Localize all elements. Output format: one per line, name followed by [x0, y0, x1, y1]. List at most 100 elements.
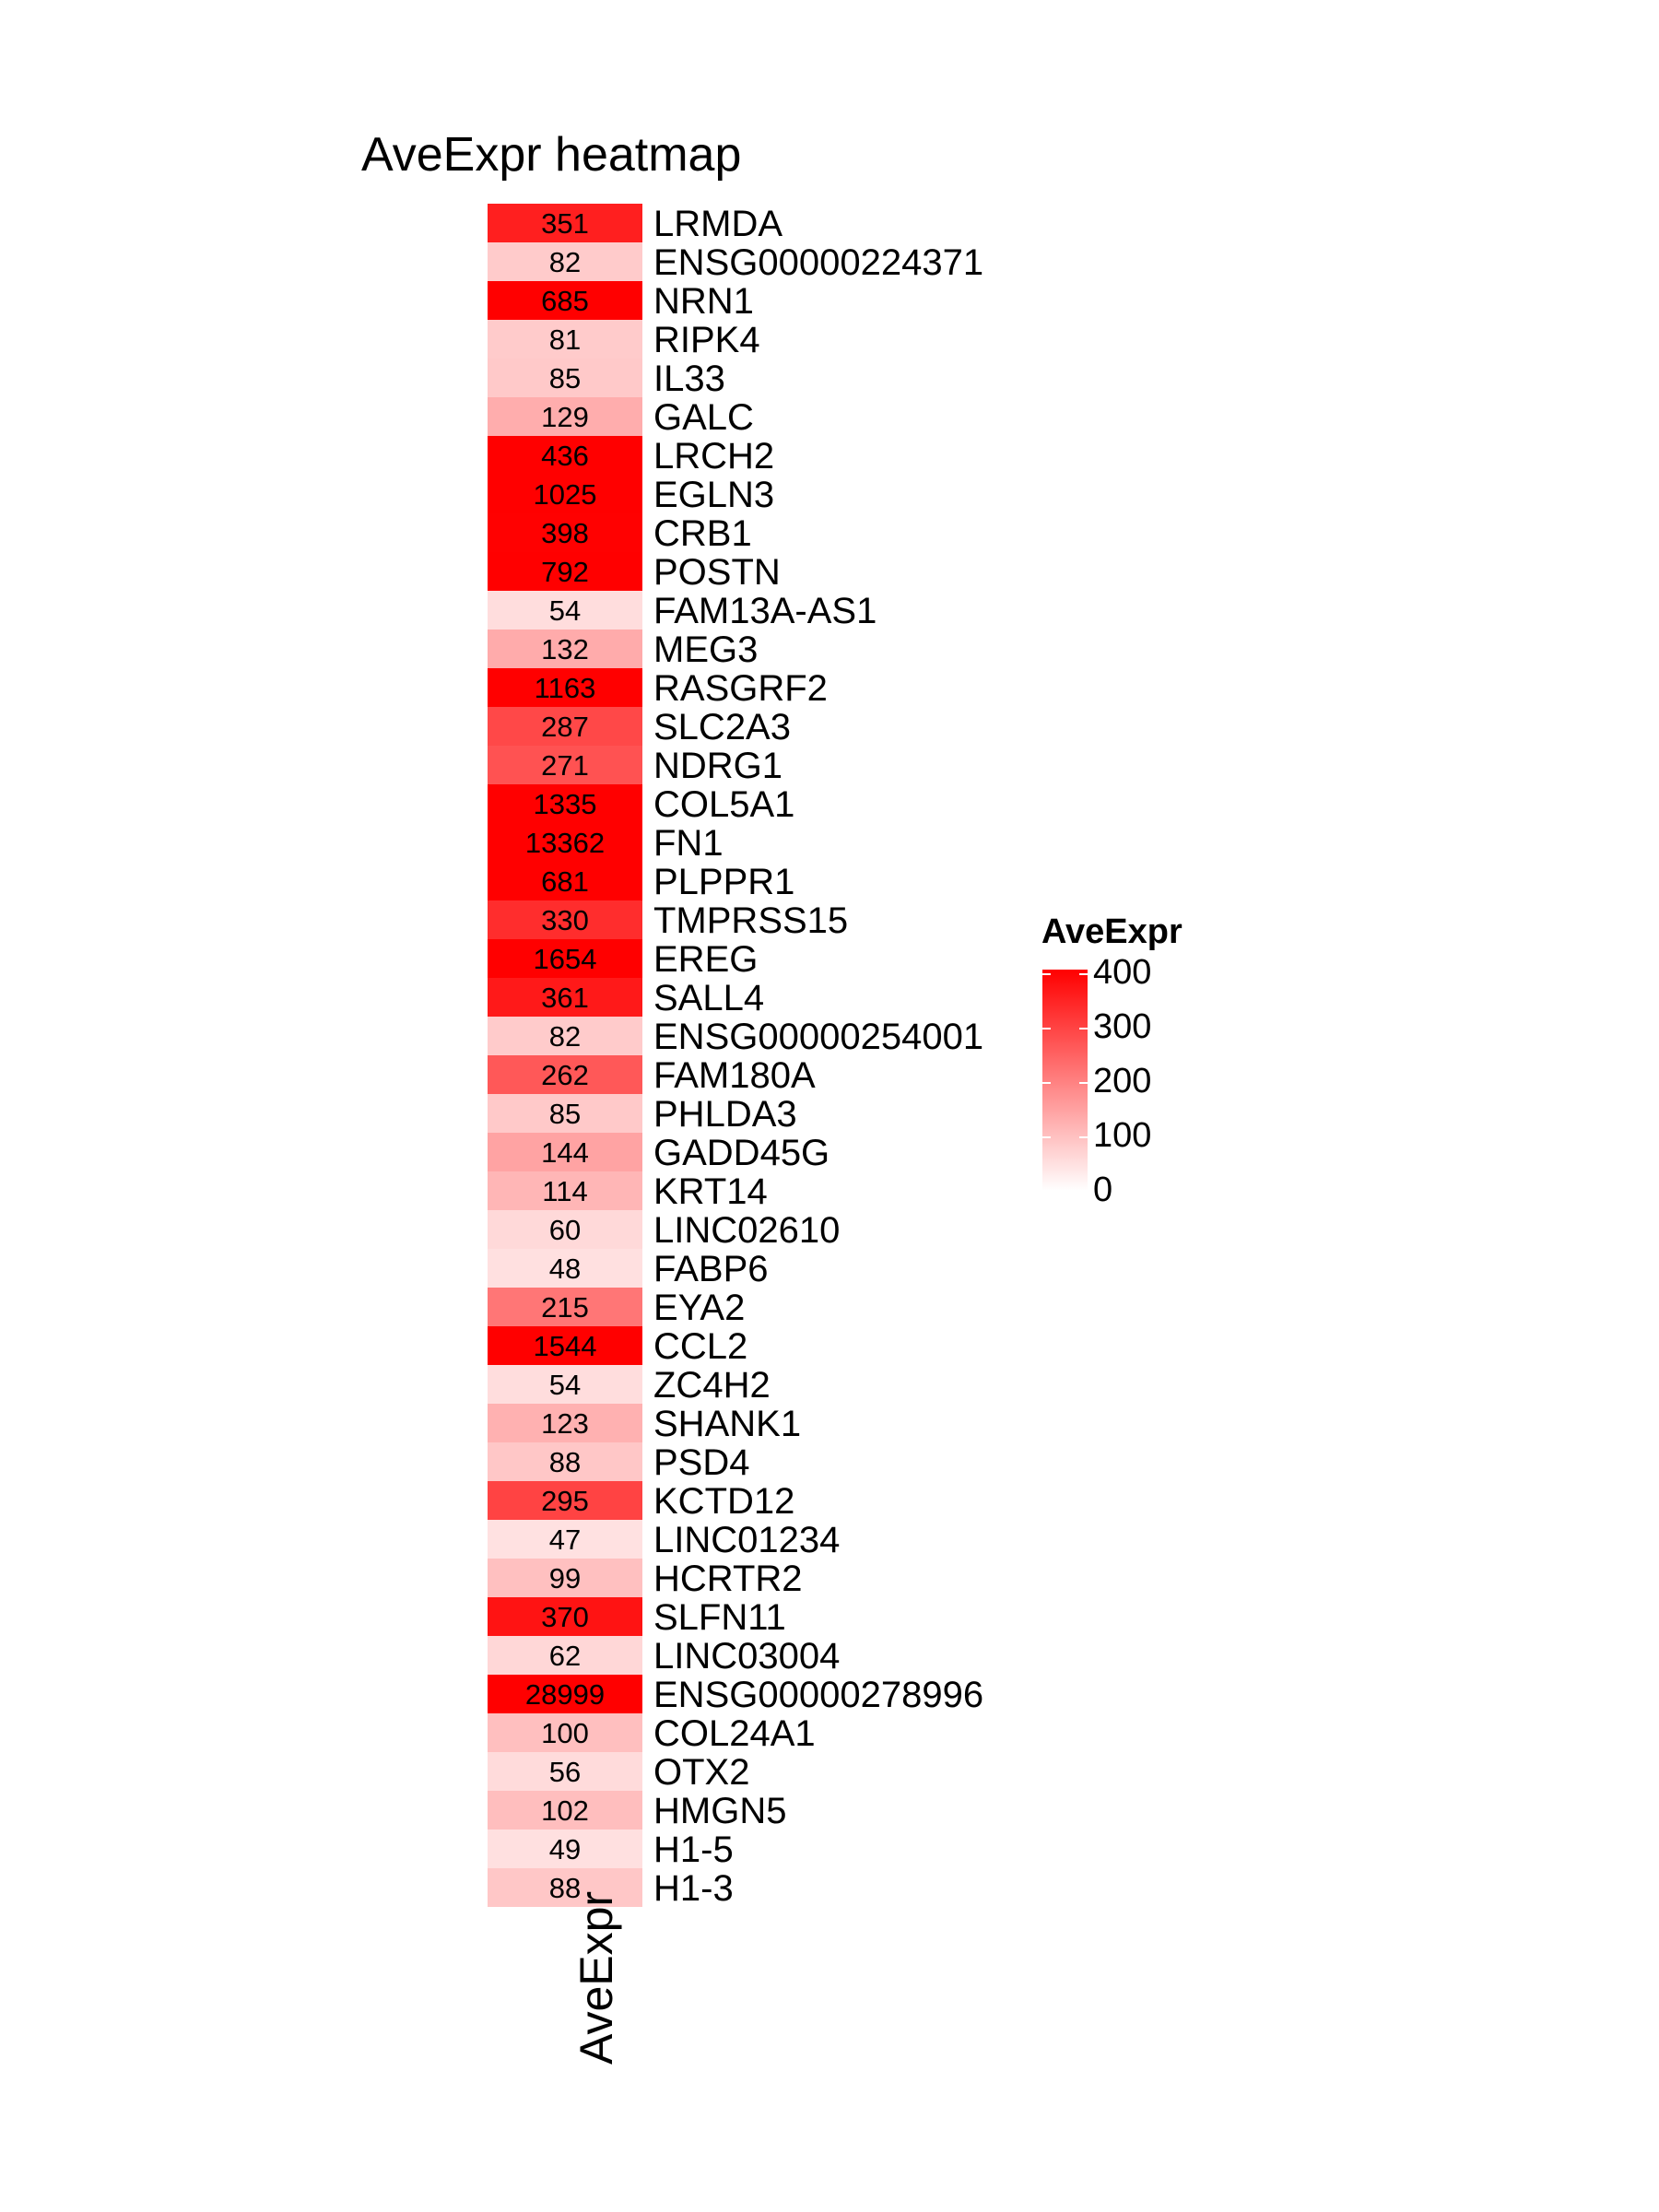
row-label: ENSG00000278996 [653, 1675, 983, 1715]
heatmap-cell [488, 978, 642, 1017]
row-label: CRB1 [653, 513, 752, 554]
heatmap-cell [488, 668, 642, 707]
row-label: IL33 [653, 359, 725, 399]
row-label: FAM13A-AS1 [653, 591, 877, 631]
heatmap-cell [488, 1249, 642, 1288]
heatmap-cell [488, 436, 642, 475]
cell-value-label: 114 [542, 1175, 587, 1207]
cell-value-label: 287 [541, 711, 589, 743]
heatmap-cell [488, 281, 642, 320]
heatmap-cell [488, 1675, 642, 1713]
row-label: SLC2A3 [653, 707, 791, 747]
cell-value-label: 54 [549, 1369, 581, 1401]
heatmap-cell [488, 591, 642, 629]
cell-value-label: 82 [549, 1020, 581, 1053]
cell-value-label: 1025 [534, 478, 597, 511]
cell-value-label: 28999 [525, 1678, 605, 1711]
legend-tick-mark [1042, 1082, 1088, 1084]
cell-value-label: 295 [541, 1485, 589, 1517]
heatmap-cell [488, 204, 642, 242]
row-label: HCRTR2 [653, 1559, 803, 1599]
row-label: HMGN5 [653, 1791, 786, 1831]
row-label: LRMDA [653, 204, 782, 244]
x-axis-label: AveExpr [571, 1890, 622, 2065]
heatmap-cell [488, 823, 642, 862]
cell-value-label: 436 [541, 440, 589, 472]
heatmap-cell [488, 1442, 642, 1481]
row-label: LINC02610 [653, 1210, 840, 1251]
cell-value-label: 370 [541, 1601, 589, 1633]
row-label: OTX2 [653, 1752, 749, 1793]
row-label: FAM180A [653, 1055, 816, 1096]
cell-value-label: 88 [549, 1872, 581, 1904]
cell-value-label: 361 [541, 982, 589, 1014]
row-label: H1-3 [653, 1868, 734, 1909]
cell-value-label: 13362 [525, 827, 605, 859]
row-label: POSTN [653, 552, 781, 593]
legend-tick-mark [1042, 973, 1088, 975]
row-label: LRCH2 [653, 436, 774, 477]
heatmap-cell [488, 784, 642, 823]
heatmap-cell [488, 1791, 642, 1830]
legend-colorbar [1042, 970, 1088, 1191]
row-label: PLPPR1 [653, 862, 794, 902]
row-label: RIPK4 [653, 320, 760, 360]
row-label: LINC01234 [653, 1520, 840, 1560]
cell-value-label: 215 [541, 1291, 589, 1324]
cell-value-label: 85 [549, 1098, 581, 1130]
row-label: LINC03004 [653, 1636, 840, 1677]
row-label: FN1 [653, 823, 724, 864]
cell-value-label: 1335 [534, 788, 597, 820]
row-label: GALC [653, 397, 754, 438]
cell-value-label: 100 [541, 1717, 589, 1749]
heatmap-cell [488, 1597, 642, 1636]
cell-value-label: 81 [549, 324, 581, 356]
heatmap-cell [488, 746, 642, 784]
cell-value-label: 88 [549, 1446, 581, 1478]
cell-value-label: 82 [549, 246, 581, 278]
cell-value-label: 48 [549, 1253, 581, 1285]
legend-tick-mark [1042, 1028, 1088, 1030]
cell-value-label: 351 [541, 207, 589, 240]
row-label: COL24A1 [653, 1713, 816, 1754]
cell-value-label: 56 [549, 1756, 581, 1788]
legend-tick-label: 400 [1093, 953, 1152, 992]
heatmap-cell [488, 1171, 642, 1210]
cell-value-label: 271 [541, 749, 589, 782]
heatmap-cell [488, 1365, 642, 1404]
cell-value-label: 54 [549, 594, 581, 627]
heatmap-cell [488, 1752, 642, 1791]
cell-value-label: 123 [541, 1407, 589, 1440]
cell-value-label: 681 [541, 865, 589, 898]
row-label: CCL2 [653, 1326, 747, 1367]
row-label: H1-5 [653, 1830, 734, 1870]
heatmap-cell [488, 1326, 642, 1365]
row-label: EREG [653, 939, 758, 980]
heatmap-cell [488, 1017, 642, 1055]
cell-value-label: 792 [541, 556, 589, 588]
legend-tick-label: 100 [1093, 1116, 1152, 1155]
row-label: COL5A1 [653, 784, 794, 825]
heatmap-cell [488, 359, 642, 397]
cell-value-label: 398 [541, 517, 589, 549]
cell-value-label: 60 [549, 1214, 581, 1246]
heatmap-cell [488, 1636, 642, 1675]
cell-value-label: 1163 [535, 672, 596, 704]
cell-value-label: 262 [541, 1059, 589, 1091]
heatmap-cell [488, 1559, 642, 1597]
heatmap-cell [488, 1481, 642, 1520]
legend-tick-label: 200 [1093, 1062, 1152, 1100]
cell-value-label: 99 [549, 1562, 581, 1594]
row-label: SALL4 [653, 978, 764, 1018]
row-label: KCTD12 [653, 1481, 794, 1522]
heatmap-cell [488, 1404, 642, 1442]
cell-value-label: 129 [541, 401, 589, 433]
legend-tick-label: 300 [1093, 1007, 1152, 1046]
cell-value-label: 47 [549, 1524, 581, 1556]
heatmap-cell [488, 397, 642, 436]
heatmap-cell [488, 900, 642, 939]
row-label: SLFN11 [653, 1597, 786, 1638]
heatmap-cell [488, 629, 642, 668]
